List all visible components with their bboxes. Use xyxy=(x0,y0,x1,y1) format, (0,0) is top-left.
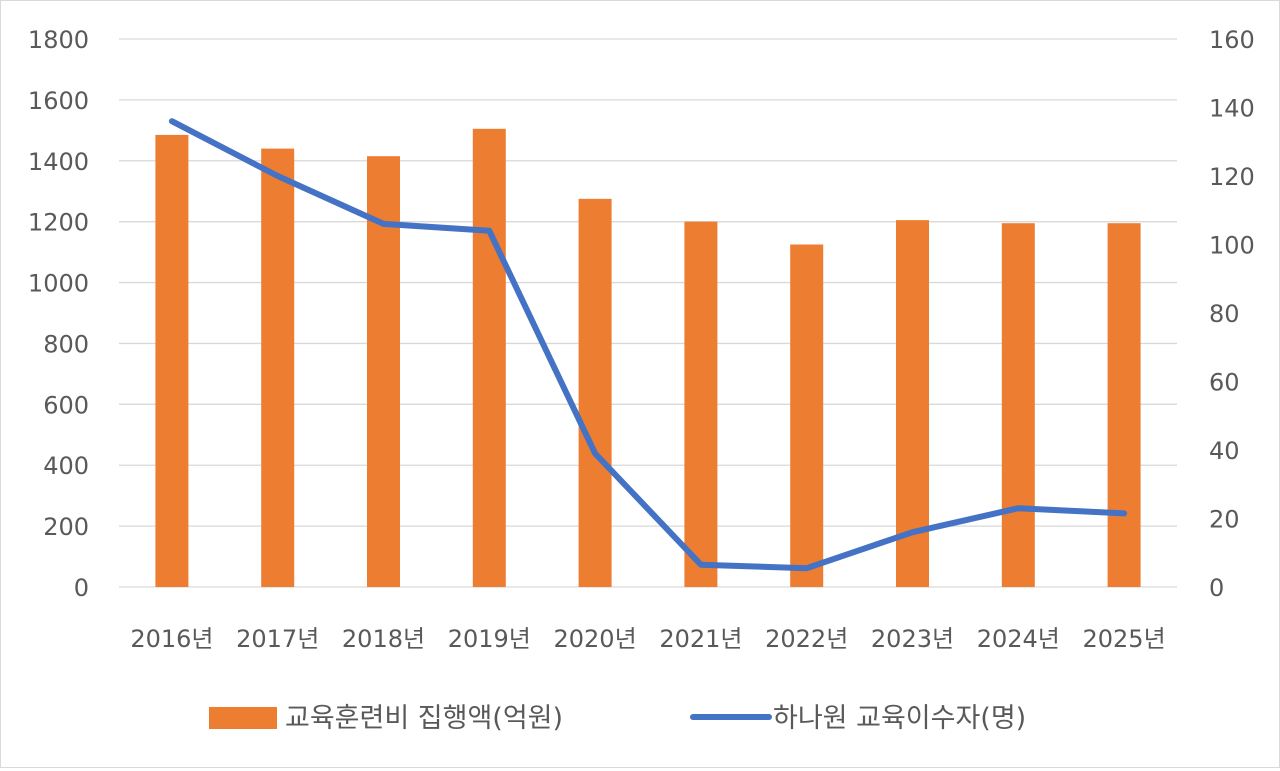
legend-label-line: 하나원 교육이수자(명) xyxy=(773,703,1026,734)
bar-mark xyxy=(1108,223,1141,587)
x-tick-label: 2025년 xyxy=(1083,625,1166,653)
y-left-tick-label: 1800 xyxy=(28,26,89,54)
y-right-tick-label: 160 xyxy=(1209,26,1255,54)
y-right-tick-label: 0 xyxy=(1209,574,1224,602)
legend: 교육훈련비 집행액(억원) 하나원 교육이수자(명) xyxy=(209,703,1026,734)
bar-series xyxy=(155,129,1140,587)
y-left-tick-label: 800 xyxy=(43,330,89,358)
y-left-tick-label: 600 xyxy=(43,391,89,419)
x-tick-label: 2017년 xyxy=(236,625,319,653)
y-right-tick-label: 140 xyxy=(1209,95,1255,123)
y-axis-right: 0 20 40 60 80 100 120 140 160 xyxy=(1209,26,1255,602)
y-left-tick-label: 1400 xyxy=(28,148,89,176)
y-axis-left: 0 200 400 600 800 1000 1200 1400 1600 1800 xyxy=(28,26,89,602)
x-tick-label: 2019년 xyxy=(448,625,531,653)
y-left-tick-label: 0 xyxy=(74,574,89,602)
bar-mark xyxy=(579,199,612,587)
x-axis: 2016년 2017년 2018년 2019년 2020년 2021년 2022년 2023년… xyxy=(130,625,1165,653)
bar-mark xyxy=(155,135,188,587)
legend-swatch-bar xyxy=(209,707,277,729)
y-left-tick-label: 1200 xyxy=(28,209,89,237)
y-right-tick-label: 60 xyxy=(1209,369,1240,397)
x-tick-label: 2024년 xyxy=(977,625,1060,653)
legend-label-bar: 교육훈련비 집행액(억원) xyxy=(285,703,563,734)
bar-mark xyxy=(473,129,506,587)
line-series-path xyxy=(172,121,1124,568)
x-tick-label: 2020년 xyxy=(554,625,637,653)
x-tick-label: 2016년 xyxy=(130,625,213,653)
y-right-tick-label: 120 xyxy=(1209,163,1255,191)
bar-mark xyxy=(684,222,717,587)
y-right-tick-label: 100 xyxy=(1209,232,1255,260)
y-left-tick-label: 1000 xyxy=(28,270,89,298)
y-right-tick-label: 40 xyxy=(1209,437,1240,465)
y-left-tick-label: 400 xyxy=(43,452,89,480)
bar-mark xyxy=(261,149,294,587)
x-tick-label: 2021년 xyxy=(659,625,742,653)
bar-mark xyxy=(1002,223,1035,587)
y-right-tick-label: 20 xyxy=(1209,506,1240,534)
x-tick-label: 2018년 xyxy=(342,625,425,653)
y-left-tick-label: 1600 xyxy=(28,87,89,115)
line-series xyxy=(172,121,1124,568)
x-tick-label: 2023년 xyxy=(871,625,954,653)
bar-mark xyxy=(790,245,823,588)
y-right-tick-label: 80 xyxy=(1209,300,1240,328)
x-tick-label: 2022년 xyxy=(765,625,848,653)
y-left-tick-label: 200 xyxy=(43,513,89,541)
